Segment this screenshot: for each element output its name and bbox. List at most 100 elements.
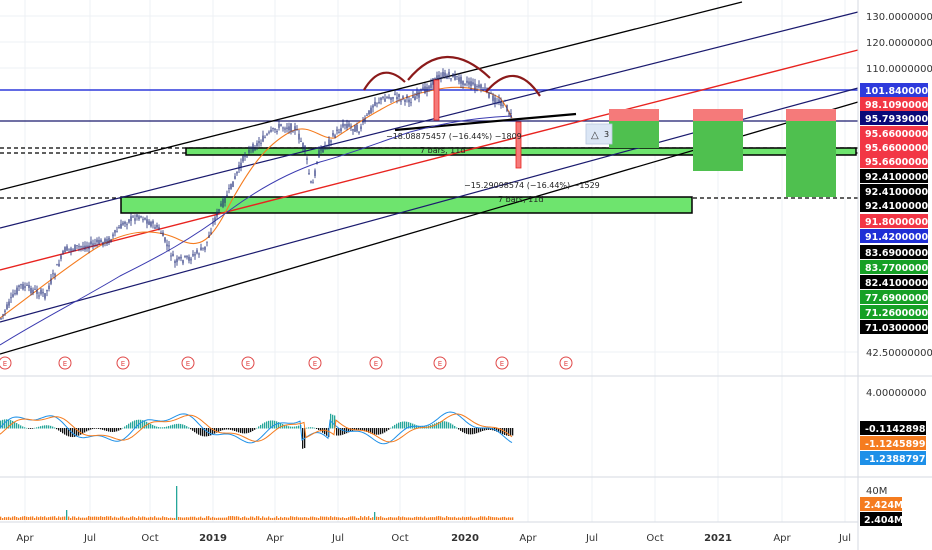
- volume-bar: [492, 517, 494, 520]
- proj-red-2[interactable]: [693, 109, 743, 121]
- volume-bar: [284, 517, 286, 520]
- proj-green-3[interactable]: [786, 121, 836, 197]
- measure-bar-2[interactable]: [515, 121, 522, 169]
- candle-body: [114, 230, 116, 233]
- macd-hist-bar: [122, 427, 124, 429]
- macd-hist-bar: [228, 428, 230, 430]
- volume-bar: [474, 517, 476, 520]
- macd-hist-bar: [84, 428, 86, 433]
- volume-bar: [248, 517, 250, 520]
- proj-green-1[interactable]: [609, 121, 659, 148]
- volume-bar: [144, 516, 146, 520]
- macd-hist-bar: [54, 427, 56, 429]
- volume-bar: [506, 517, 508, 520]
- earnings-marker-3[interactable]: [181, 356, 195, 370]
- price-tag-8: 92.41000000: [865, 201, 932, 212]
- macd-label-4: 4.00000000: [866, 388, 926, 399]
- candle-body: [298, 133, 300, 140]
- macd-hist-bar: [238, 428, 240, 433]
- volume-bar: [98, 516, 100, 520]
- macd-hist-bar: [128, 423, 130, 429]
- candle-body: [364, 118, 366, 122]
- macd-hist-bar: [318, 428, 320, 431]
- macd-hist-bar: [440, 421, 442, 429]
- candle-body: [106, 239, 108, 245]
- volume-bar: [278, 517, 280, 520]
- macd-hist-bar: [302, 428, 304, 449]
- candle-body: [348, 123, 350, 127]
- volume-bar: [382, 517, 384, 520]
- macd-hist-bar: [68, 428, 70, 437]
- macd-hist-bar: [284, 424, 286, 429]
- candle-body: [256, 143, 258, 147]
- candle-body: [394, 93, 396, 95]
- macd-hist-bar: [218, 428, 220, 432]
- candle-body: [362, 120, 364, 123]
- volume-bar: [446, 516, 448, 520]
- candle-body: [210, 232, 212, 234]
- earnings-marker-7[interactable]: [433, 356, 447, 370]
- candle-body: [408, 99, 410, 103]
- volume-bar: [454, 516, 456, 520]
- macd-hist-bar: [198, 428, 200, 435]
- macd-hist-bar: [80, 428, 82, 435]
- volume-tag-0: 2.424M: [864, 500, 904, 511]
- proj-green-2[interactable]: [693, 121, 743, 171]
- candle-body: [216, 211, 218, 217]
- macd-hist-bar: [438, 421, 440, 429]
- price-tag-bg-2: [860, 111, 928, 125]
- candle-body: [326, 145, 328, 147]
- zone-lower[interactable]: [120, 196, 693, 214]
- earnings-marker-2[interactable]: [116, 356, 130, 370]
- volume-bar: [84, 517, 86, 520]
- candle-body: [40, 289, 42, 294]
- proj-red-3[interactable]: [786, 109, 836, 121]
- earnings-marker-4[interactable]: [241, 356, 255, 370]
- head-shoulders-arcs[interactable]: [363, 55, 541, 97]
- macd-hist-bar: [410, 422, 412, 429]
- macd-hist-bar: [324, 428, 326, 435]
- macd-hist-bar: [106, 428, 108, 432]
- candle-body: [50, 278, 52, 284]
- volume-bar: [356, 517, 358, 520]
- volume-bar: [318, 517, 320, 520]
- macd-hist-bar: [378, 428, 380, 435]
- candle-body: [370, 107, 372, 114]
- macd-hist-bar: [320, 428, 322, 432]
- earnings-label-3: E: [186, 360, 190, 368]
- price-tag-bg-5: [860, 154, 928, 168]
- volume-bar: [186, 517, 188, 520]
- macd-hist-bar: [456, 427, 458, 429]
- volume-bar: [234, 516, 236, 520]
- earnings-marker-6[interactable]: [369, 356, 383, 370]
- candle-body: [48, 285, 50, 289]
- macd-hist-bar: [160, 427, 162, 429]
- proj-red-1[interactable]: [609, 109, 659, 121]
- macd-hist-bar: [240, 428, 242, 433]
- earnings-marker-0[interactable]: [0, 356, 12, 370]
- candle-body: [306, 158, 308, 160]
- measure-bar-1[interactable]: [433, 79, 440, 121]
- macd-hist-bar: [290, 426, 292, 429]
- candle-body: [44, 293, 46, 299]
- macd-hist-bar: [196, 428, 198, 434]
- candle-body: [448, 71, 450, 76]
- volume-bar: [54, 516, 56, 520]
- tool-box[interactable]: [585, 123, 613, 145]
- earnings-marker-8[interactable]: [495, 356, 509, 370]
- candle-body: [14, 293, 16, 295]
- macd-hist-bar: [156, 426, 158, 429]
- candle-body: [16, 287, 18, 295]
- time-label-12: Apr: [773, 533, 791, 544]
- candle-body: [458, 77, 460, 82]
- macd-hist-bar: [28, 428, 30, 429]
- candle-body: [454, 75, 456, 80]
- earnings-marker-1[interactable]: [58, 356, 72, 370]
- earnings-marker-9[interactable]: [559, 356, 573, 370]
- volume-bar: [444, 517, 446, 520]
- candle-body: [400, 100, 402, 102]
- earnings-marker-5[interactable]: [308, 356, 322, 370]
- volume-bar: [290, 516, 292, 520]
- volume-bar: [38, 517, 40, 520]
